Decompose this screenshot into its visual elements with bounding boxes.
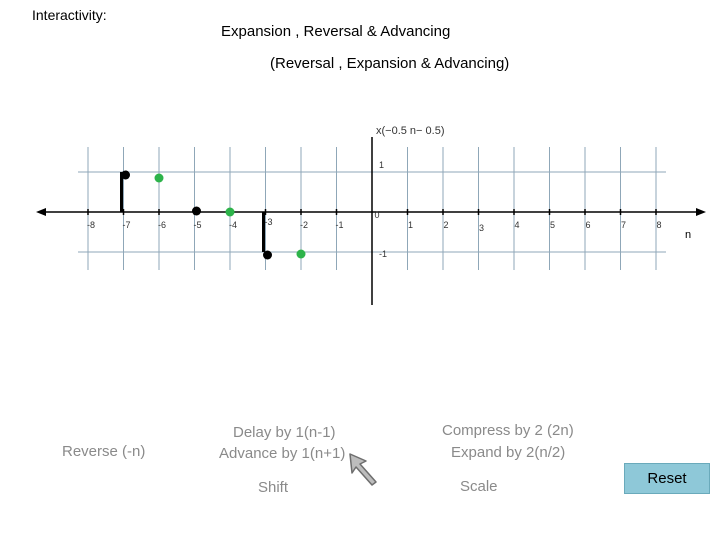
x-tick-label: -2 (300, 220, 308, 230)
x-tick-label: -5 (193, 220, 201, 230)
reverse-button[interactable]: Reverse (-n) (62, 443, 146, 460)
x-tick-label: 7 (621, 220, 626, 230)
advance-button[interactable]: Advance by 1(n+1) (219, 445, 346, 462)
y-tick-label: -1 (379, 249, 387, 259)
x-axis-label: n (685, 229, 691, 241)
scale-label: Scale (460, 478, 498, 495)
stem-point (263, 250, 272, 260)
delay-button[interactable]: Delay by 1(n-1) (233, 424, 336, 441)
arrow-cursor-icon (349, 453, 377, 486)
x-tick-label: -8 (87, 220, 95, 230)
moving-point (154, 173, 164, 183)
moving-point (296, 249, 306, 259)
x-axis-arrow-right (696, 208, 706, 216)
stem-point (121, 170, 130, 180)
x-tick-label: 8 (656, 220, 661, 230)
reset-button[interactable]: Reset (624, 463, 710, 494)
x-tick-label: -3 (264, 217, 272, 227)
x-tick-label: 5 (550, 220, 555, 230)
x-tick-label: -4 (229, 220, 237, 230)
x-tick-label: 3 (479, 223, 484, 233)
x-tick-label: -6 (158, 220, 166, 230)
x-tick-label: 0 (374, 210, 379, 220)
x-tick-label: 4 (514, 220, 519, 230)
y-tick-label: 1 (379, 160, 384, 170)
stem-point (192, 206, 201, 216)
x-tick-label: 6 (585, 220, 590, 230)
x-axis-arrow-left (36, 208, 46, 216)
chart-title: x(−0.5 n− 0.5) (376, 125, 445, 137)
interactivity-label: Interactivity: (32, 7, 107, 23)
x-tick-label: -7 (122, 220, 130, 230)
x-tick-label: 1 (408, 220, 413, 230)
x-tick-label: -1 (335, 220, 343, 230)
page-subtitle: (Reversal , Expansion & Advancing) (270, 55, 510, 72)
page-title: Expansion , Reversal & Advancing (221, 23, 451, 40)
x-tick-label: 2 (443, 220, 448, 230)
compress-button[interactable]: Compress by 2 (2n) (442, 422, 574, 439)
moving-point (225, 207, 235, 217)
expand-button[interactable]: Expand by 2(n/2) (451, 444, 566, 461)
shift-label: Shift (258, 479, 289, 496)
